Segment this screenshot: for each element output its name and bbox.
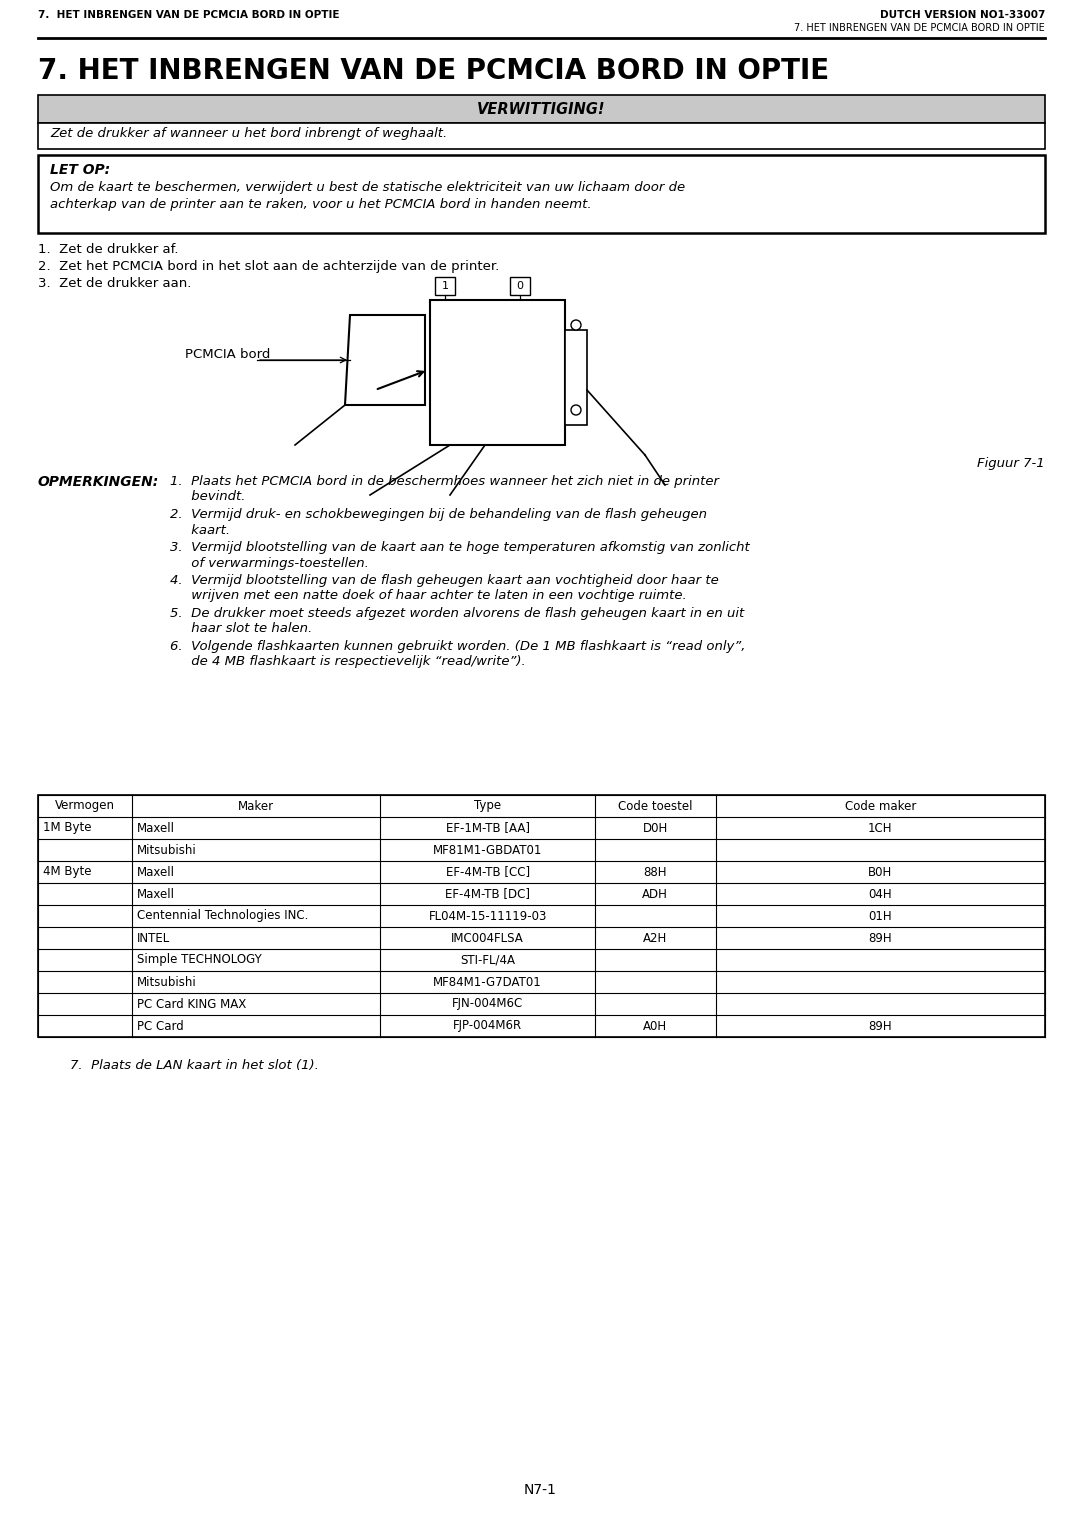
Text: Simple TECHNOLOGY: Simple TECHNOLOGY [137, 953, 261, 967]
Text: A0H: A0H [644, 1020, 667, 1032]
Text: kaart.: kaart. [170, 523, 230, 537]
Text: de 4 MB flashkaart is respectievelijk “read/write”).: de 4 MB flashkaart is respectievelijk “r… [170, 656, 526, 668]
Text: Type: Type [474, 799, 501, 813]
Text: Maxell: Maxell [137, 866, 175, 878]
Text: N7-1: N7-1 [524, 1482, 556, 1498]
Text: 1: 1 [442, 281, 448, 291]
Text: 1CH: 1CH [868, 822, 892, 834]
Text: 3.  Vermijd blootstelling van de kaart aan te hoge temperaturen afkomstig van zo: 3. Vermijd blootstelling van de kaart aa… [170, 541, 750, 554]
Text: PC Card: PC Card [137, 1020, 184, 1032]
Text: 7. HET INBRENGEN VAN DE PCMCIA BORD IN OPTIE: 7. HET INBRENGEN VAN DE PCMCIA BORD IN O… [38, 56, 829, 85]
Text: D0H: D0H [643, 822, 667, 834]
Text: Centennial Technologies INC.: Centennial Technologies INC. [137, 909, 308, 923]
Text: 01H: 01H [868, 909, 892, 923]
Text: PC Card KING MAX: PC Card KING MAX [137, 997, 246, 1011]
Text: 4.  Vermijd blootstelling van de flash geheugen kaart aan vochtigheid door haar : 4. Vermijd blootstelling van de flash ge… [170, 573, 719, 587]
Text: 88H: 88H [644, 866, 667, 878]
Bar [510, 278, 530, 294]
Circle shape [571, 320, 581, 329]
Text: VERWITTIGING!: VERWITTIGING! [477, 102, 606, 116]
Text: Om de kaart te beschermen, verwijdert u best de statische elektriciteit van uw l: Om de kaart te beschermen, verwijdert u … [50, 181, 685, 194]
Text: 6.  Volgende flashkaarten kunnen gebruikt worden. (De 1 MB flashkaart is “read o: 6. Volgende flashkaarten kunnen gebruikt… [170, 640, 745, 653]
Polygon shape [345, 316, 426, 406]
Text: 7. HET INBRENGEN VAN DE PCMCIA BORD IN OPTIE: 7. HET INBRENGEN VAN DE PCMCIA BORD IN O… [794, 23, 1045, 34]
Text: IMC004FLSA: IMC004FLSA [451, 932, 524, 944]
Text: 2.  Vermijd druk- en schokbewegingen bij de behandeling van de flash geheugen: 2. Vermijd druk- en schokbewegingen bij … [170, 508, 707, 522]
Text: EF-4M-TB [CC]: EF-4M-TB [CC] [446, 866, 529, 878]
Text: haar slot te halen.: haar slot te halen. [170, 622, 312, 636]
Text: 3.  Zet de drukker aan.: 3. Zet de drukker aan. [38, 278, 191, 290]
Text: B0H: B0H [868, 866, 892, 878]
Text: 1.  Zet de drukker af.: 1. Zet de drukker af. [38, 242, 178, 256]
Text: Maxell: Maxell [137, 822, 175, 834]
Text: ADH: ADH [643, 888, 669, 900]
Text: achterkap van de printer aan te raken, voor u het PCMCIA bord in handen neemt.: achterkap van de printer aan te raken, v… [50, 198, 592, 210]
Text: 7.  HET INBRENGEN VAN DE PCMCIA BORD IN OPTIE: 7. HET INBRENGEN VAN DE PCMCIA BORD IN O… [38, 11, 339, 20]
Bar [38, 95, 1045, 124]
Text: OPMERKINGEN:: OPMERKINGEN: [38, 474, 159, 490]
Text: 5.  De drukker moet steeds afgezet worden alvorens de flash geheugen kaart in en: 5. De drukker moet steeds afgezet worden… [170, 607, 744, 621]
Text: A2H: A2H [644, 932, 667, 944]
Text: FJP-004M6R: FJP-004M6R [454, 1020, 523, 1032]
Text: Code maker: Code maker [845, 799, 916, 813]
Text: 89H: 89H [868, 1020, 892, 1032]
Text: PCMCIA bord: PCMCIA bord [185, 349, 270, 361]
Bar [565, 329, 588, 425]
Text: 7.  Plaats de LAN kaart in het slot (1).: 7. Plaats de LAN kaart in het slot (1). [70, 1058, 319, 1072]
Text: Vermogen: Vermogen [55, 799, 114, 813]
Text: 0: 0 [516, 281, 524, 291]
Text: MF81M1-GBDAT01: MF81M1-GBDAT01 [433, 843, 542, 857]
Text: Mitsubishi: Mitsubishi [137, 843, 197, 857]
Bar [435, 278, 455, 294]
Text: LET OP:: LET OP: [50, 163, 110, 177]
Text: Figuur 7-1: Figuur 7-1 [977, 458, 1045, 470]
Text: STI-FL/4A: STI-FL/4A [460, 953, 515, 967]
Text: Code toestel: Code toestel [618, 799, 692, 813]
Text: Zet de drukker af wanneer u het bord inbrengt of weghaalt.: Zet de drukker af wanneer u het bord inb… [50, 127, 447, 140]
Text: FJN-004M6C: FJN-004M6C [453, 997, 523, 1011]
Text: Mitsubishi: Mitsubishi [137, 976, 197, 988]
Bar [38, 124, 1045, 149]
Bar [430, 300, 565, 445]
Text: of verwarmings-toestellen.: of verwarmings-toestellen. [170, 557, 369, 569]
Text: bevindt.: bevindt. [170, 491, 245, 503]
Text: EF-4M-TB [DC]: EF-4M-TB [DC] [445, 888, 530, 900]
Text: 04H: 04H [868, 888, 892, 900]
Text: MF84M1-G7DAT01: MF84M1-G7DAT01 [433, 976, 542, 988]
Text: 89H: 89H [868, 932, 892, 944]
Text: 4M Byte: 4M Byte [43, 866, 92, 878]
Bar [38, 795, 1045, 1037]
Text: FL04M-15-11119-03: FL04M-15-11119-03 [429, 909, 546, 923]
Text: 1.  Plaats het PCMCIA bord in de beschermhoes wanneer het zich niet in de printe: 1. Plaats het PCMCIA bord in de bescherm… [170, 474, 719, 488]
Text: 2.  Zet het PCMCIA bord in het slot aan de achterzijde van de printer.: 2. Zet het PCMCIA bord in het slot aan d… [38, 259, 499, 273]
Text: EF-1M-TB [AA]: EF-1M-TB [AA] [446, 822, 529, 834]
Text: 1M Byte: 1M Byte [43, 822, 92, 834]
Text: INTEL: INTEL [137, 932, 170, 944]
Bar [38, 156, 1045, 233]
Text: Maker: Maker [238, 799, 274, 813]
Text: wrijven met een natte doek of haar achter te laten in een vochtige ruimte.: wrijven met een natte doek of haar achte… [170, 590, 687, 602]
Circle shape [571, 406, 581, 415]
Text: Maxell: Maxell [137, 888, 175, 900]
Text: DUTCH VERSION NO1-33007: DUTCH VERSION NO1-33007 [879, 11, 1045, 20]
